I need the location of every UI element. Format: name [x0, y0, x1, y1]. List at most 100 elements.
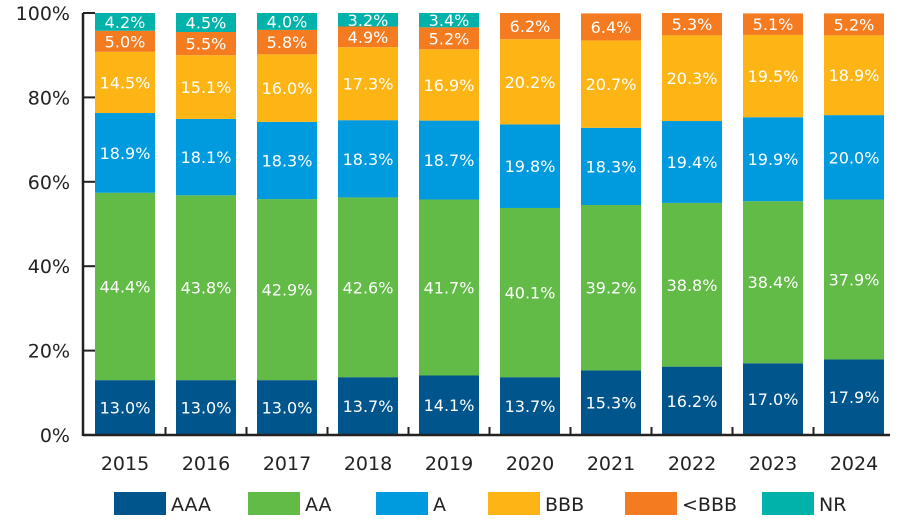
legend-swatch	[762, 492, 814, 515]
bar-segment-lt-bbb	[95, 30, 155, 52]
legend-swatch	[625, 492, 677, 515]
data-label: 13.0%	[262, 399, 313, 418]
data-label: 13.7%	[343, 397, 394, 416]
data-label: 44.4%	[100, 277, 151, 296]
bar-segment-aa	[419, 199, 479, 376]
bar-segment-aa	[824, 199, 884, 360]
bar-segment-bbb	[176, 55, 236, 119]
bar-segment-aaa	[95, 380, 155, 435]
y-tick-label: 100%	[16, 3, 70, 25]
data-label: 4.2%	[105, 13, 146, 32]
bar-segment-a	[176, 118, 236, 196]
data-label: 42.6%	[343, 278, 394, 297]
bar-segment-bbb	[500, 39, 560, 125]
bar-segment-lt-bbb	[338, 26, 398, 48]
bar-segment-nr	[176, 13, 236, 32]
bar-segment-aa	[257, 199, 317, 381]
bar-segment-lt-bbb	[176, 31, 236, 56]
bar-segment-aaa	[338, 377, 398, 435]
bar-segment-nr	[95, 13, 155, 31]
data-label: 5.0%	[105, 32, 146, 51]
bar-segment-aa	[95, 192, 155, 381]
bar-segment-lt-bbb	[419, 27, 479, 50]
data-label: 13.0%	[100, 399, 151, 418]
data-label: 18.9%	[100, 144, 151, 163]
x-tick-label: 2017	[263, 453, 311, 475]
bar-segment-aaa	[743, 363, 803, 435]
y-tick-label: 60%	[28, 172, 70, 194]
legend-swatch	[248, 492, 300, 515]
legend-label: AA	[305, 494, 332, 516]
bar-segment-bbb	[581, 40, 641, 128]
bar-segment-aaa	[824, 359, 884, 435]
bar-segment-aa	[500, 207, 560, 378]
data-label: 17.0%	[748, 390, 799, 409]
bar-segment-bbb	[257, 54, 317, 122]
data-label: 13.7%	[505, 397, 556, 416]
bar-segment-aa	[743, 201, 803, 364]
bar-segment-aaa	[257, 380, 317, 435]
legend-swatch	[114, 492, 166, 515]
data-label: 39.2%	[586, 279, 637, 298]
data-label: 19.5%	[748, 67, 799, 86]
data-label: 18.3%	[262, 151, 313, 170]
y-tick-label: 20%	[28, 341, 70, 363]
x-tick-label: 2021	[587, 453, 635, 475]
bar-segment-lt-bbb	[662, 13, 722, 36]
data-label: 6.2%	[510, 17, 551, 36]
data-label: 6.4%	[591, 18, 632, 37]
bar-segment-lt-bbb	[581, 13, 641, 41]
bar-segment-nr	[419, 13, 479, 28]
x-tick-label: 2016	[182, 453, 230, 475]
data-label: 18.1%	[181, 148, 232, 167]
legend-swatch	[488, 492, 540, 515]
x-tick-label: 2022	[668, 453, 716, 475]
bar-segment-lt-bbb	[257, 29, 317, 55]
bar-segment-a	[743, 117, 803, 202]
bar-segment-aa	[176, 195, 236, 381]
legend-label: NR	[819, 494, 846, 516]
data-label: 37.9%	[829, 270, 880, 289]
bar-segment-bbb	[338, 47, 398, 121]
x-tick-label: 2023	[749, 453, 797, 475]
bar-segment-lt-bbb	[500, 13, 560, 40]
data-label: 42.9%	[262, 281, 313, 300]
data-label: 14.1%	[424, 396, 475, 415]
bar-segment-bbb	[824, 35, 884, 116]
bar-segment-a	[581, 127, 641, 206]
x-tick-label: 2018	[344, 453, 392, 475]
bar-segment-a	[338, 120, 398, 198]
data-label: 5.2%	[429, 29, 470, 48]
bar-segment-bbb	[95, 51, 155, 114]
data-label: 43.8%	[181, 279, 232, 298]
bar-segment-aa	[662, 202, 722, 367]
bar-segment-aa	[581, 205, 641, 371]
data-label: 15.3%	[586, 394, 637, 413]
data-label: 18.3%	[343, 150, 394, 169]
bar-segment-a	[824, 115, 884, 200]
data-label: 16.9%	[424, 76, 475, 95]
data-label: 19.4%	[667, 153, 718, 172]
bar-segment-a	[419, 120, 479, 200]
data-label: 14.5%	[100, 73, 151, 92]
bar-segment-lt-bbb	[824, 13, 884, 36]
data-label: 5.3%	[672, 15, 713, 34]
data-label: 4.0%	[267, 12, 308, 31]
bar-segment-aa	[338, 197, 398, 378]
legend-label: <BBB	[682, 494, 737, 516]
data-label: 5.8%	[267, 33, 308, 52]
data-label: 5.1%	[753, 15, 794, 34]
data-label: 16.2%	[667, 392, 718, 411]
data-label: 19.8%	[505, 157, 556, 176]
bar-segment-aaa	[500, 377, 560, 435]
y-tick-label: 40%	[28, 256, 70, 278]
legend-label: AAA	[171, 494, 211, 516]
y-tick-label: 0%	[40, 425, 70, 447]
data-label: 3.2%	[348, 11, 389, 30]
x-tick-label: 2020	[506, 453, 554, 475]
data-label: 15.1%	[181, 78, 232, 97]
data-label: 20.7%	[586, 75, 637, 94]
data-label: 38.8%	[667, 276, 718, 295]
bar-segment-bbb	[743, 34, 803, 118]
bar-segment-aaa	[419, 375, 479, 435]
